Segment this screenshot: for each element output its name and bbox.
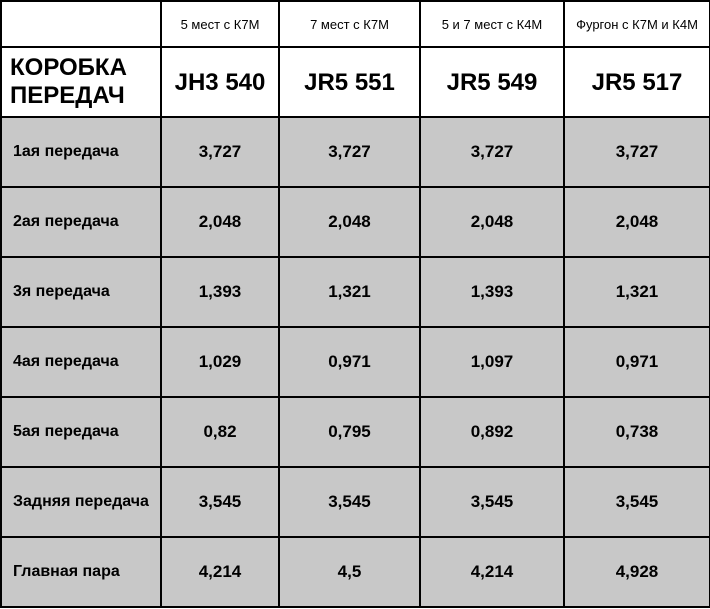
gear-label: 2ая передача [0,186,162,258]
ratio-cell: 2,048 [160,186,280,258]
ratio-cell: 1,029 [160,326,280,398]
table-row: Главная пара 4,214 4,5 4,214 4,928 [0,536,710,608]
model-code: JR5 549 [419,46,565,118]
ratio-cell: 4,214 [419,536,565,608]
gear-label: 5ая передача [0,396,162,468]
ratio-cell: 0,892 [419,396,565,468]
ratio-cell: 1,097 [419,326,565,398]
ratio-cell: 2,048 [563,186,710,258]
gear-label: Главная пара [0,536,162,608]
ratio-cell: 3,545 [160,466,280,538]
gear-label: Задняя передача [0,466,162,538]
ratio-cell: 2,048 [278,186,421,258]
variant-label: 5 и 7 мест с К4М [419,0,565,48]
table-row: 4ая передача 1,029 0,971 1,097 0,971 [0,326,710,398]
ratio-cell: 4,928 [563,536,710,608]
model-code: JR5 551 [278,46,421,118]
variant-label: 7 мест с К7М [278,0,421,48]
gear-label: 3я передача [0,256,162,328]
ratio-cell: 3,545 [278,466,421,538]
ratio-cell: 0,795 [278,396,421,468]
ratio-cell: 3,727 [419,116,565,188]
section-title: КОРОБКА ПЕРЕДАЧ [0,46,162,118]
ratio-cell: 4,214 [160,536,280,608]
ratio-cell: 3,727 [563,116,710,188]
table-row: 3я передача 1,393 1,321 1,393 1,321 [0,256,710,328]
ratio-cell: 0,971 [563,326,710,398]
model-code: JH3 540 [160,46,280,118]
variant-label: Фургон с К7М и К4М [563,0,710,48]
model-header-row: КОРОБКА ПЕРЕДАЧ JH3 540 JR5 551 JR5 549 … [0,46,710,118]
ratio-cell: 3,727 [160,116,280,188]
ratio-cell: 0,971 [278,326,421,398]
empty-corner-cell [0,0,162,48]
model-code: JR5 517 [563,46,710,118]
table-row: 2ая передача 2,048 2,048 2,048 2,048 [0,186,710,258]
ratio-cell: 4,5 [278,536,421,608]
table-row: 1ая передача 3,727 3,727 3,727 3,727 [0,116,710,188]
table-row: Задняя передача 3,545 3,545 3,545 3,545 [0,466,710,538]
ratio-cell: 2,048 [419,186,565,258]
gear-label: 4ая передача [0,326,162,398]
ratio-cell: 1,393 [419,256,565,328]
ratio-cell: 0,82 [160,396,280,468]
ratio-cell: 1,393 [160,256,280,328]
ratio-cell: 3,545 [563,466,710,538]
gear-label: 1ая передача [0,116,162,188]
ratio-cell: 0,738 [563,396,710,468]
variant-label: 5 мест с К7М [160,0,280,48]
ratio-cell: 3,727 [278,116,421,188]
ratio-cell: 1,321 [563,256,710,328]
variant-header-row: 5 мест с К7М 7 мест с К7М 5 и 7 мест с К… [0,0,710,48]
ratio-cell: 3,545 [419,466,565,538]
ratio-cell: 1,321 [278,256,421,328]
table-row: 5ая передача 0,82 0,795 0,892 0,738 [0,396,710,468]
